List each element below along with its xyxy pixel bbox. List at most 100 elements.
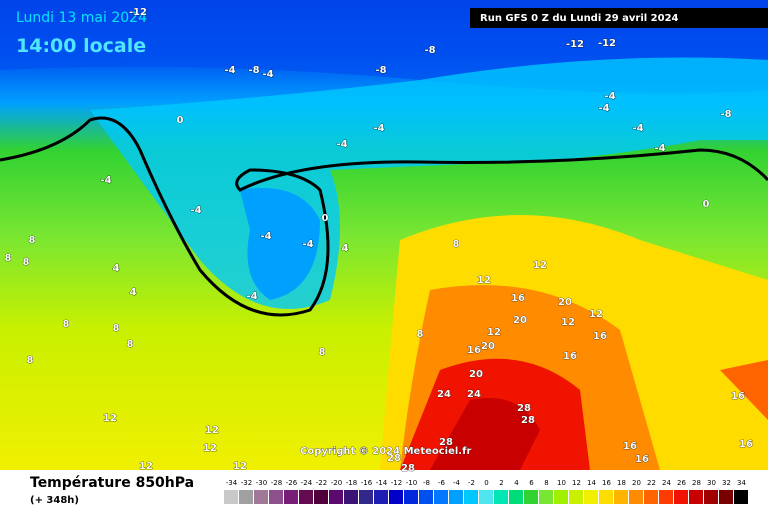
map-label: -4 bbox=[100, 175, 111, 186]
map-label: 16 bbox=[563, 351, 577, 362]
map-label: -4 bbox=[262, 69, 273, 80]
legend-label: 34 bbox=[737, 479, 746, 487]
map-label: -12 bbox=[129, 7, 147, 18]
legend-label: -6 bbox=[438, 479, 446, 487]
map-label: 28 bbox=[521, 415, 535, 426]
map-label: -4 bbox=[224, 65, 235, 76]
footer-title: Température 850hPa bbox=[30, 475, 194, 491]
map-label: -4 bbox=[604, 91, 615, 102]
legend-swatch bbox=[269, 490, 283, 504]
legend-swatch bbox=[419, 490, 433, 504]
map-label: 20 bbox=[469, 369, 483, 380]
map-label: 8 bbox=[453, 239, 460, 250]
map-label: 12 bbox=[205, 425, 219, 436]
legend-label: -2 bbox=[468, 479, 475, 487]
legend-swatch bbox=[314, 490, 328, 504]
map-label: 16 bbox=[467, 345, 481, 356]
map-label: 12 bbox=[139, 461, 153, 472]
legend-label: 26 bbox=[677, 479, 686, 487]
legend-label: -10 bbox=[406, 479, 417, 487]
legend-swatch bbox=[359, 490, 373, 504]
legend-label: 18 bbox=[617, 479, 626, 487]
legend-swatch bbox=[254, 490, 268, 504]
run-info: Run GFS 0 Z du Lundi 29 avril 2024 bbox=[480, 13, 679, 24]
legend-label: -18 bbox=[346, 479, 357, 487]
legend-swatch bbox=[449, 490, 463, 504]
hot-core bbox=[430, 398, 540, 470]
legend-swatch bbox=[704, 490, 718, 504]
map-label: 12 bbox=[487, 327, 501, 338]
legend-swatch bbox=[659, 490, 673, 504]
legend-swatch bbox=[299, 490, 313, 504]
legend-swatch bbox=[509, 490, 523, 504]
legend-label: 6 bbox=[529, 479, 534, 487]
map-label: -4 bbox=[632, 123, 643, 134]
legend-swatch bbox=[569, 490, 583, 504]
map-label: 0 bbox=[703, 199, 710, 210]
map-label: 12 bbox=[533, 260, 547, 271]
legend-swatch bbox=[344, 490, 358, 504]
map-label: 8 bbox=[63, 319, 70, 330]
legend-label: 30 bbox=[707, 479, 716, 487]
map-label: -4 bbox=[336, 139, 347, 150]
legend-label: 10 bbox=[557, 479, 566, 487]
legend-swatch bbox=[374, 490, 388, 504]
legend-swatch bbox=[479, 490, 493, 504]
legend-swatch bbox=[629, 490, 643, 504]
footer-lead: (+ 348h) bbox=[30, 495, 79, 506]
map-label: 24 bbox=[437, 389, 451, 400]
legend-label: -22 bbox=[316, 479, 327, 487]
legend-label: 24 bbox=[662, 479, 671, 487]
map-label: -4 bbox=[373, 123, 384, 134]
map-label: -4 bbox=[246, 291, 257, 302]
legend-swatch bbox=[584, 490, 598, 504]
map-label: 8 bbox=[29, 235, 36, 246]
legend-swatch bbox=[524, 490, 538, 504]
legend-swatch bbox=[284, 490, 298, 504]
legend-label: -4 bbox=[453, 479, 461, 487]
legend-swatch bbox=[329, 490, 343, 504]
map-labels: -12-8-12 -12-4 -8 -4 -80-4-4-4-4-8-4-40-4-4-… bbox=[4, 7, 753, 475]
legend-label: 28 bbox=[692, 479, 701, 487]
legend-label: 22 bbox=[647, 479, 656, 487]
legend-swatch bbox=[539, 490, 553, 504]
map-label: 16 bbox=[739, 439, 753, 450]
map-label: 28 bbox=[401, 463, 415, 474]
map-label: 4 bbox=[113, 263, 120, 274]
map-label: 8 bbox=[27, 355, 34, 366]
map-label: -12 bbox=[598, 38, 616, 49]
map-label: 16 bbox=[511, 293, 525, 304]
legend-label: -16 bbox=[361, 479, 373, 487]
map-label: -4 bbox=[190, 205, 201, 216]
legend-label: -26 bbox=[286, 479, 298, 487]
map-label: 20 bbox=[513, 315, 527, 326]
legend-label: -30 bbox=[256, 479, 267, 487]
map-label: -4 bbox=[302, 239, 313, 250]
zero-isotherm bbox=[0, 116, 768, 317]
legend-swatch bbox=[599, 490, 613, 504]
map-label: 20 bbox=[481, 341, 495, 352]
legend-label: -14 bbox=[376, 479, 388, 487]
legend-swatch bbox=[554, 490, 568, 504]
map-label: -4 bbox=[260, 231, 271, 242]
legend-label: -24 bbox=[301, 479, 313, 487]
map-label: 24 bbox=[467, 389, 481, 400]
map-label: 8 bbox=[5, 253, 12, 264]
legend-label: 16 bbox=[602, 479, 611, 487]
map-label: -8 bbox=[424, 45, 435, 56]
run-box bbox=[470, 8, 768, 28]
map-label: 8 bbox=[417, 329, 424, 340]
legend-label: 8 bbox=[544, 479, 548, 487]
map-label: 8 bbox=[127, 339, 134, 350]
map-label: 12 bbox=[203, 443, 217, 454]
map-label: -12 bbox=[566, 39, 584, 50]
legend-swatch bbox=[494, 490, 508, 504]
map-label: -4 bbox=[598, 103, 609, 114]
map-label: -8 bbox=[248, 65, 259, 76]
legend-label: -32 bbox=[241, 479, 252, 487]
legend-swatch bbox=[239, 490, 253, 504]
map-label: 16 bbox=[731, 391, 745, 402]
legend-label: -34 bbox=[226, 479, 238, 487]
legend-label: 32 bbox=[722, 479, 731, 487]
